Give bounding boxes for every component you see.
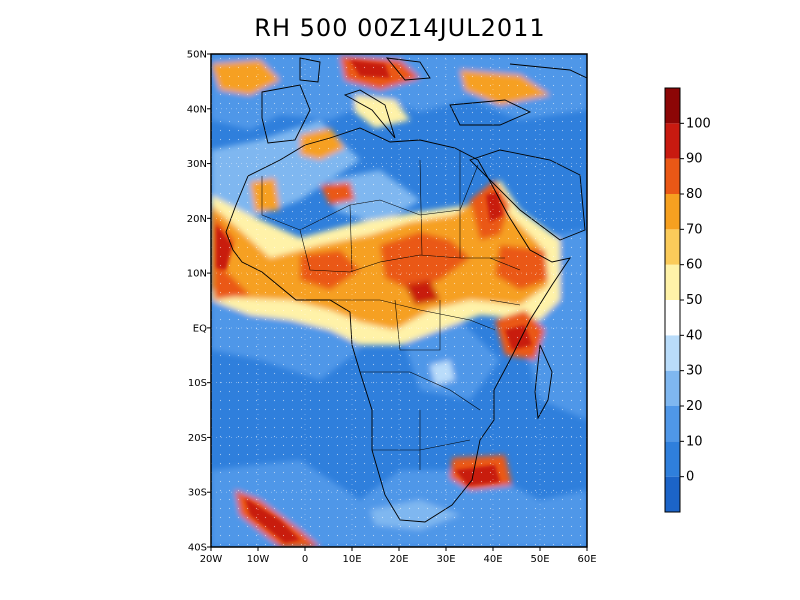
colorbar-swatch [665, 158, 680, 194]
lat-tick-label: 20S [188, 433, 207, 444]
lat-tick-label: 40N [187, 104, 207, 115]
colorbar-label: 60 [686, 258, 703, 273]
lat-tick-label: 10N [187, 269, 207, 280]
lat-axis: 50N 40N 30N 20N 10N EQ 10S 20S 30S 40S [187, 50, 211, 554]
lat-tick-label: EQ [193, 323, 207, 334]
colorbar-swatch [665, 264, 680, 300]
lon-tick-label: 30E [436, 554, 455, 565]
colorbar-label: 40 [686, 328, 703, 343]
graticule [211, 54, 587, 547]
lon-tick-label: 10E [342, 554, 361, 565]
lat-tick-label: 40S [188, 543, 207, 554]
lon-tick-label: 40E [483, 554, 502, 565]
colorbar-swatch [665, 441, 680, 477]
lat-tick-label: 30S [188, 488, 207, 499]
colorbar-swatch [665, 300, 680, 336]
lon-axis: 20W 10W 0 10E 20E 30E 40E 50E 60E [200, 547, 597, 565]
colorbar-label: 0 [686, 470, 694, 485]
colorbar-swatch [665, 229, 680, 265]
colorbar-swatch [665, 370, 680, 406]
colorbar-swatch [665, 406, 680, 442]
lon-tick-label: 60E [577, 554, 596, 565]
map-title: RH 500 00Z14JUL2011 [254, 14, 546, 42]
country-borders [261, 150, 521, 470]
lat-tick-label: 30N [187, 159, 207, 170]
rh-field [211, 54, 587, 547]
lat-tick-label: 50N [187, 50, 207, 61]
colorbar-swatch [665, 123, 680, 159]
colorbar-label: 30 [686, 364, 703, 379]
colorbar-swatch [665, 335, 680, 371]
lon-tick-label: 10W [247, 554, 270, 565]
lon-tick-label: 0 [302, 554, 308, 565]
colorbar-label: 80 [686, 187, 703, 202]
colorbar-swatch [665, 476, 680, 512]
colorbar-label: 100 [686, 116, 711, 131]
coastlines [225, 57, 587, 523]
lon-tick-label: 50E [530, 554, 549, 565]
lon-tick-label: 20W [200, 554, 223, 565]
colorbar-label: 20 [686, 399, 703, 414]
colorbar-swatch [665, 88, 680, 124]
colorbar-swatch [665, 194, 680, 230]
colorbar-label: 70 [686, 222, 703, 237]
lat-tick-label: 10S [188, 378, 207, 389]
colorbar-label: 50 [686, 293, 703, 308]
lat-tick-label: 20N [187, 214, 207, 225]
colorbar-label: 10 [686, 434, 703, 449]
colorbar: 0 10 20 30 40 50 60 70 80 90 100 [664, 87, 711, 513]
lon-tick-label: 20E [389, 554, 408, 565]
colorbar-label: 90 [686, 152, 703, 167]
